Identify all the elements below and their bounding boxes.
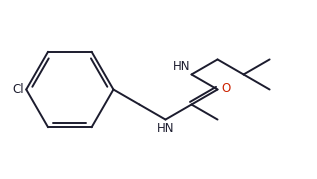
- Text: HN: HN: [172, 60, 190, 73]
- Text: O: O: [221, 82, 230, 95]
- Text: Cl: Cl: [12, 83, 24, 96]
- Text: HN: HN: [157, 122, 174, 135]
